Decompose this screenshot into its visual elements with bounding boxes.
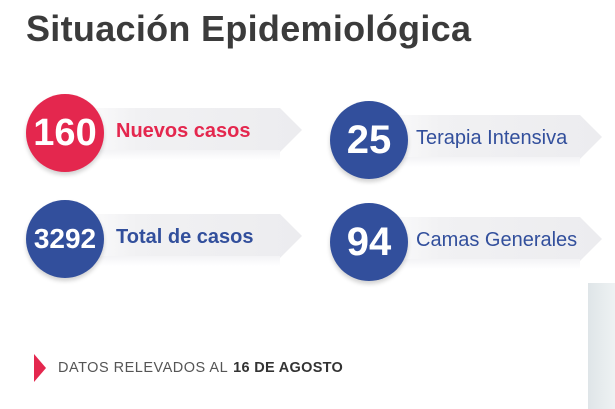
stat-nuevos-casos: 160 Nuevos casos (26, 94, 302, 174)
stat-value-circle: 25 (330, 101, 408, 179)
stat-value-circle: 3292 (26, 200, 104, 278)
stat-value: 3292 (33, 223, 97, 254)
stat-terapia-intensiva: 25 Terapia Intensiva (330, 101, 602, 181)
stat-value-circle: 160 (26, 94, 104, 172)
stat-value-circle: 94 (330, 203, 408, 281)
note-date: 16 DE AGOSTO (233, 360, 344, 376)
stat-bar (370, 217, 602, 261)
stat-label: Terapia Intensiva (416, 127, 568, 149)
background-corner-panel (588, 283, 615, 409)
page-title: Situación Epidemiológica (26, 8, 472, 49)
stat-bar-shadow (66, 150, 280, 160)
note-prefix: DATOS RELEVADOS AL (58, 360, 229, 376)
data-date-note: DATOS RELEVADOS AL 16 DE AGOSTO (34, 354, 343, 382)
stat-bar-shadow (370, 259, 580, 269)
stat-bar (66, 108, 302, 152)
stat-bar (66, 214, 302, 258)
stat-label: Camas Generales (416, 229, 578, 251)
stat-bar (370, 115, 602, 159)
stat-total-de-casos: 3292 Total de casos (26, 200, 302, 280)
stat-bar-shadow (66, 256, 280, 266)
stat-value: 160 (33, 111, 97, 154)
stat-camas-generales: 94 Camas Generales (330, 203, 602, 283)
stat-label: Total de casos (116, 226, 254, 248)
stat-value: 25 (346, 117, 392, 162)
stat-value: 94 (346, 219, 392, 264)
stat-bar-shadow (370, 157, 580, 167)
triangle-right-icon (34, 354, 46, 382)
stat-label: Nuevos casos (116, 120, 251, 142)
